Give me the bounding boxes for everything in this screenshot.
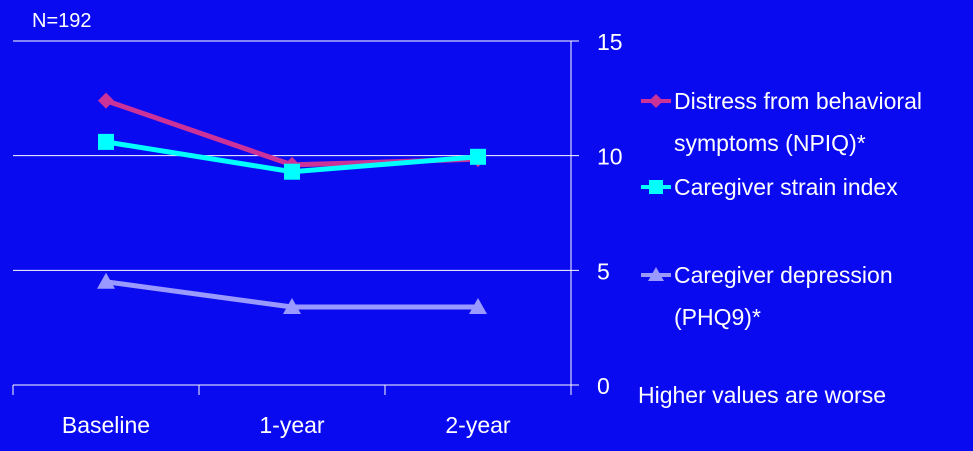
legend-strain: Caregiver strain index bbox=[674, 166, 898, 208]
legend-marker-diamond-icon bbox=[649, 94, 663, 108]
legend-item-distress: Distress from behavioral symptoms (NPIQ)* bbox=[674, 80, 922, 164]
chart-note: Higher values are worse bbox=[638, 382, 887, 408]
legend-item-depression: Caregiver depression (PHQ9)* bbox=[674, 254, 893, 338]
legend-label-cont: symptoms (NPIQ)* bbox=[674, 130, 866, 156]
x-tick-label: Baseline bbox=[62, 412, 150, 438]
legend-label: Caregiver strain index bbox=[674, 174, 898, 200]
x-tick-label: 2-year bbox=[445, 412, 511, 438]
legend: Distress from behavioral symptoms (NPIQ)* bbox=[674, 80, 922, 164]
data-point-1-1 bbox=[284, 163, 300, 180]
legend-marker-square-icon bbox=[649, 180, 663, 194]
legend-label-cont: (PHQ9)* bbox=[674, 304, 761, 330]
legend-depression: Caregiver depression (PHQ9)* bbox=[674, 254, 893, 338]
legend-item-strain: Caregiver strain index bbox=[674, 166, 898, 208]
y-tick-label: 10 bbox=[597, 144, 623, 170]
y-tick-label: 5 bbox=[597, 258, 610, 284]
data-point-2-0 bbox=[97, 272, 115, 289]
data-point-2-1 bbox=[283, 298, 301, 315]
data-point-1-0 bbox=[98, 133, 114, 150]
legend-label: Distress from behavioral bbox=[674, 88, 922, 114]
data-point-0-0 bbox=[98, 92, 114, 109]
sample-size-label: N=192 bbox=[32, 10, 92, 32]
x-tick-label: 1-year bbox=[259, 412, 325, 438]
legend-label: Caregiver depression bbox=[674, 262, 893, 288]
y-tick-label: 15 bbox=[597, 29, 623, 55]
data-point-2-2 bbox=[469, 298, 487, 315]
data-point-1-2 bbox=[470, 148, 486, 165]
y-tick-label: 0 bbox=[597, 373, 610, 399]
legend-marker-triangle-icon bbox=[648, 267, 664, 281]
